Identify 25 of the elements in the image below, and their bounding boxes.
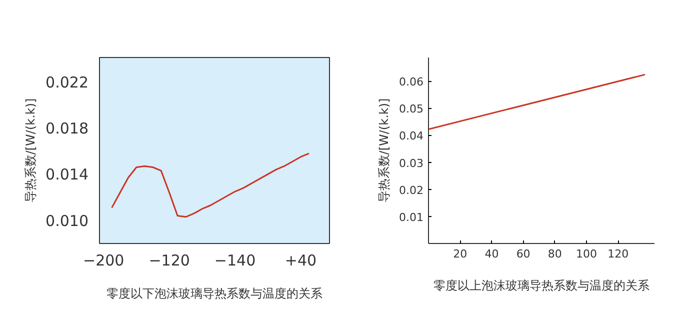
y-axis-title: 导热系数/[W/(k.k)]	[24, 98, 38, 203]
x-tick-label: −200	[83, 252, 124, 270]
x-axis-title: 零度以下泡沫玻璃导热系数与温度的关系	[106, 286, 322, 300]
x-tick-label: 20	[453, 248, 468, 260]
y-tick-label: 0.03	[399, 156, 424, 170]
y-tick-label: 0.022	[46, 73, 89, 92]
x-tick-label: −140	[214, 252, 256, 270]
x-tick-label: 80	[548, 248, 562, 260]
x-tick-label: 40	[484, 248, 499, 260]
x-axis-title: 零度以上泡沫玻璃导热系数与温度的关系	[434, 278, 650, 292]
x-tick-label: 60	[516, 248, 530, 260]
y-tick-label: 0.014	[46, 166, 89, 184]
y-tick-label: 0.06	[399, 76, 424, 89]
x-tick-label: 100	[576, 248, 598, 260]
x-tick-label: −120	[148, 252, 190, 270]
y-tick-label: 0.05	[399, 102, 424, 116]
x-tick-label: +40	[284, 252, 317, 270]
y-tick-label: 0.01	[399, 210, 424, 224]
y-axis-title: 导热系数/[W/(k.k)]	[377, 98, 392, 203]
y-tick-label: 0.010	[46, 212, 89, 230]
line-series	[111, 152, 310, 218]
y-tick-label: 0.02	[399, 184, 424, 197]
y-tick-label: 0.018	[46, 119, 89, 138]
y-tick-label: 0.04	[399, 130, 424, 143]
x-tick-label: 120	[608, 248, 629, 260]
